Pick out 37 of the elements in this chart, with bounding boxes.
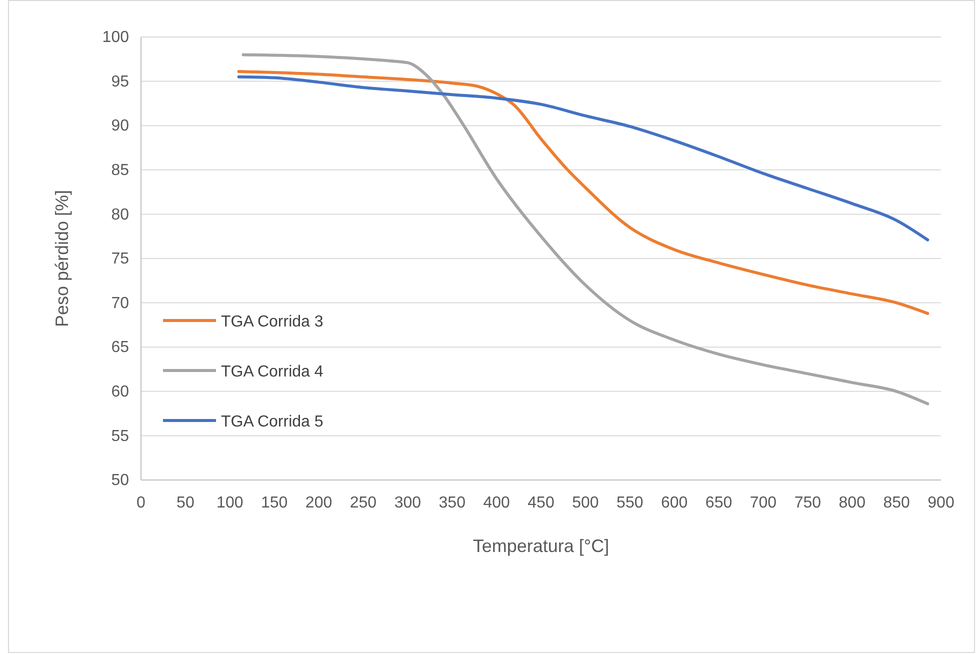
y-tick-label: 55 [111, 428, 130, 445]
x-tick-label: 900 [928, 494, 954, 512]
legend-label: TGA Corrida 5 [221, 414, 324, 431]
y-tick-label: 60 [111, 384, 130, 401]
x-tick-label: 400 [483, 494, 510, 512]
y-tick-label: 65 [111, 339, 130, 356]
x-tick-label: 300 [394, 494, 422, 512]
x-tick-label: 200 [305, 494, 332, 512]
y-tick-label: 100 [102, 29, 130, 46]
y-axis-title: Peso pérdido [%] [52, 190, 72, 328]
legend-label: TGA Corrida 3 [221, 314, 324, 331]
x-tick-label: 450 [528, 494, 554, 512]
line-series [237, 75, 930, 242]
y-tick-label: 75 [111, 250, 130, 268]
x-tick-label: 850 [883, 494, 910, 512]
x-tick-label: 650 [705, 494, 732, 512]
x-tick-label: 550 [616, 494, 644, 512]
x-tick-label: 0 [136, 494, 146, 512]
y-tick-label: 85 [111, 162, 130, 180]
x-tick-label: 700 [750, 494, 777, 512]
x-tick-label: 500 [572, 494, 599, 512]
x-tick-label: 100 [216, 494, 244, 512]
x-tick-label: 250 [350, 494, 377, 512]
legend-label: TGA Corrida 4 [221, 364, 324, 381]
x-tick-label: 750 [794, 494, 822, 512]
x-axis-title: Temperatura [°C] [472, 536, 610, 556]
y-tick-label: 70 [111, 294, 130, 312]
x-tick-label: 800 [838, 494, 866, 512]
y-tick-label: 50 [111, 472, 130, 490]
y-tick-label: 95 [111, 73, 130, 90]
y-tick-label: 90 [111, 118, 130, 135]
x-tick-label: 50 [176, 494, 194, 512]
line-series [237, 70, 930, 315]
x-tick-label: 350 [438, 494, 466, 512]
y-tick-label: 80 [111, 206, 130, 224]
x-tick-label: 150 [260, 494, 288, 512]
x-tick-label: 600 [660, 494, 688, 512]
